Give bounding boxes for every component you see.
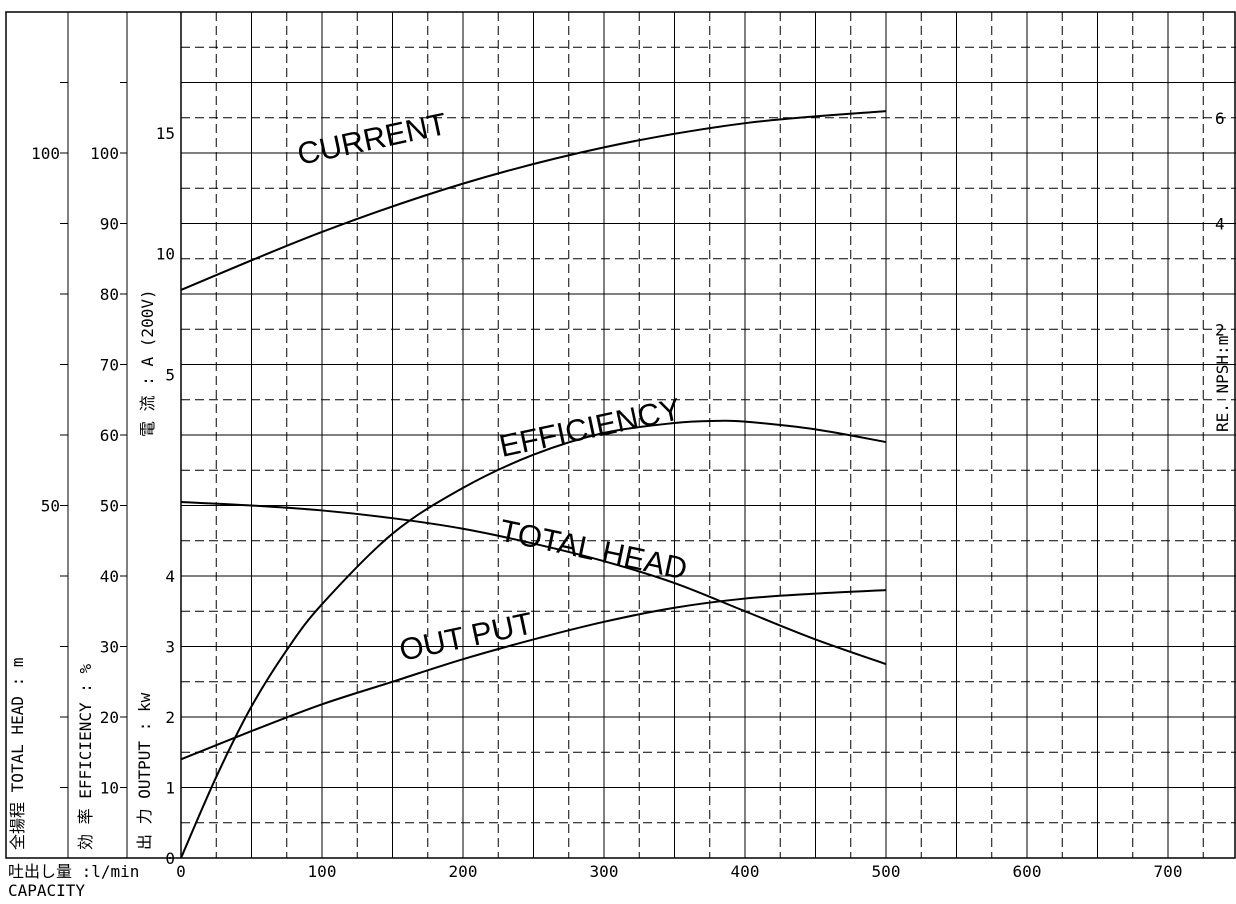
- efficiency-axis-title: 効 率 EFFICIENCY : %: [76, 664, 95, 850]
- curve-layer: [180, 110, 887, 859]
- x-tick-label-200: 200: [449, 862, 478, 881]
- npsh-tick-label-4: 4: [1215, 215, 1225, 234]
- grid-layer: [181, 12, 1236, 858]
- total-head-curve-label: TOTAL HEAD: [497, 513, 691, 587]
- efficiency-tick-label-30: 30: [100, 638, 119, 657]
- current-curve: [180, 110, 887, 291]
- plot-frame: [5, 11, 1236, 859]
- efficiency-tick-label-60: 60: [100, 426, 119, 445]
- efficiency-tick-label-90: 90: [100, 215, 119, 234]
- total-head-curve: [180, 500, 887, 666]
- output-tick-label-1: 1: [165, 779, 175, 798]
- x-tick-label-100: 100: [308, 862, 337, 881]
- current-tick-label-5: 5: [165, 366, 175, 385]
- efficiency-curve: [180, 419, 887, 859]
- x-tick-label-700: 700: [1154, 862, 1183, 881]
- output-tick-label-4: 4: [165, 567, 175, 586]
- output-tick-label-0: 0: [165, 849, 175, 868]
- efficiency-curve-label: EFFICIENCY: [496, 391, 684, 464]
- total-head-tick-label-50: 50: [41, 497, 60, 516]
- current-tick-label-15: 15: [156, 124, 175, 143]
- x-tick-label-300: 300: [590, 862, 619, 881]
- npsh-tick-label-6: 6: [1215, 109, 1225, 128]
- output-axis-title: 出 力 OUTPUT : kw: [135, 692, 154, 850]
- efficiency-tick-label-20: 20: [100, 708, 119, 727]
- x-axis-title-en: CAPACITY: [8, 881, 85, 900]
- x-tick-label-0: 0: [176, 862, 186, 881]
- npsh-axis-title: RE. NPSH:m: [1213, 336, 1232, 432]
- x-tick-label-600: 600: [1013, 862, 1042, 881]
- output-tick-label-2: 2: [165, 708, 175, 727]
- output-tick-label-3: 3: [165, 638, 175, 657]
- efficiency-tick-label-50: 50: [100, 497, 119, 516]
- axis-layer: 0 100 200 300 400 500 600 700501001020304050607…: [5, 11, 1236, 900]
- x-axis-title: 吐出し量 :l/min: [8, 862, 139, 881]
- total-head-tick-label-100: 100: [31, 144, 60, 163]
- current-curve-label: CURRENT: [294, 106, 450, 172]
- efficiency-tick-label-70: 70: [100, 356, 119, 375]
- x-tick-label-500: 500: [872, 862, 901, 881]
- current-axis-title: 電 流 : A (200V): [138, 289, 157, 437]
- x-tick-label-400: 400: [731, 862, 760, 881]
- total-head-axis-title: 全揚程 TOTAL HEAD : m: [8, 658, 27, 851]
- efficiency-tick-label-100: 100: [90, 144, 119, 163]
- efficiency-tick-label-40: 40: [100, 567, 119, 586]
- efficiency-tick-label-80: 80: [100, 285, 119, 304]
- efficiency-tick-label-10: 10: [100, 779, 119, 798]
- out-put-curve: [180, 589, 887, 761]
- npsh-tick-label-2: 2: [1215, 320, 1225, 339]
- current-tick-label-10: 10: [156, 245, 175, 264]
